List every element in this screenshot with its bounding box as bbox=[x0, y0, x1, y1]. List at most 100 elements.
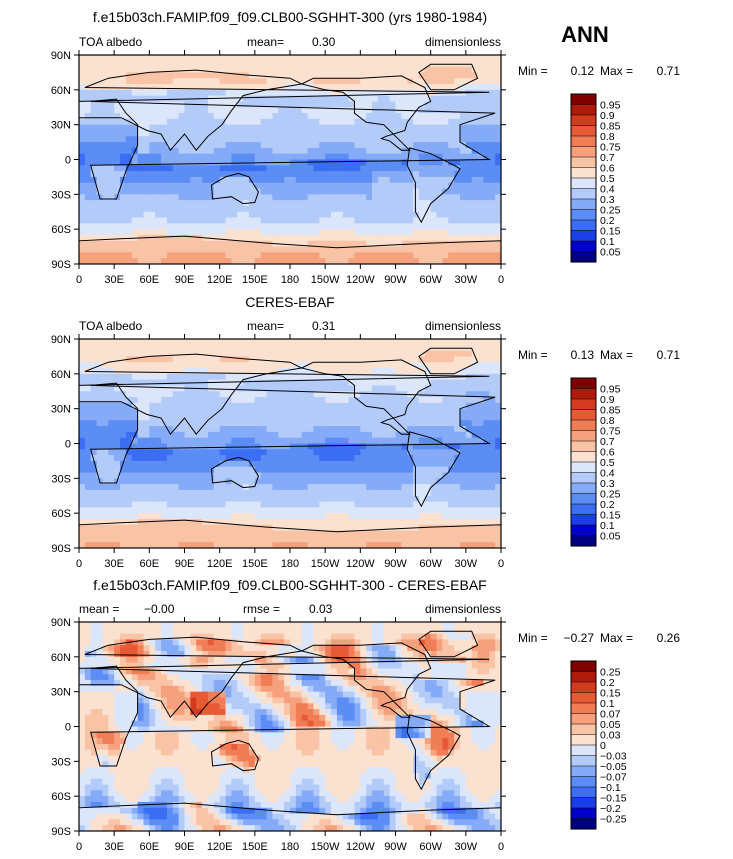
heatmap-cell bbox=[477, 171, 484, 178]
heatmap-cell bbox=[231, 258, 238, 265]
heatmap-cell bbox=[395, 240, 402, 247]
heatmap-cell bbox=[225, 402, 232, 410]
heatmap-cell bbox=[155, 507, 162, 514]
heatmap-cell bbox=[295, 124, 303, 131]
heatmap-cell bbox=[348, 66, 355, 73]
heatmap-cell bbox=[407, 258, 414, 265]
heatmap-cell bbox=[395, 455, 402, 462]
heatmap-cell bbox=[295, 84, 303, 91]
heatmap-cell bbox=[96, 223, 103, 230]
heatmap-cell bbox=[407, 484, 414, 491]
heatmap-cell bbox=[254, 246, 262, 253]
heatmap-cell bbox=[366, 344, 373, 352]
heatmap-cell bbox=[413, 182, 420, 189]
heatmap-cell bbox=[243, 408, 250, 415]
heatmap-cell bbox=[418, 368, 426, 375]
heatmap-cell bbox=[290, 107, 297, 114]
heatmap-cell bbox=[207, 478, 215, 485]
heatmap-cell bbox=[137, 101, 144, 108]
heatmap-cell bbox=[372, 113, 379, 120]
heatmap-cell bbox=[102, 113, 109, 120]
x-tick-label: 120E bbox=[207, 274, 233, 286]
heatmap-cell bbox=[120, 455, 127, 462]
heatmap-cell bbox=[225, 484, 232, 491]
heatmap-cell bbox=[254, 240, 262, 247]
heatmap-cell bbox=[436, 420, 443, 427]
heatmap-cell bbox=[348, 484, 355, 491]
heatmap-cell bbox=[348, 518, 355, 526]
heatmap-cell bbox=[489, 147, 496, 155]
heatmap-cell bbox=[202, 78, 209, 85]
heatmap-cell bbox=[243, 426, 250, 433]
heatmap-cell bbox=[254, 60, 262, 68]
heatmap-cell bbox=[254, 391, 262, 398]
heatmap-cell bbox=[342, 240, 350, 247]
heatmap-cell bbox=[436, 397, 443, 404]
heatmap-cell bbox=[290, 200, 297, 207]
heatmap-cell bbox=[219, 176, 226, 184]
heatmap-cell bbox=[125, 246, 133, 253]
heatmap-cell bbox=[401, 246, 408, 253]
heatmap-cell bbox=[248, 78, 256, 85]
heatmap-cell bbox=[278, 252, 285, 259]
heatmap-cell bbox=[231, 205, 238, 213]
colorbar-swatch bbox=[570, 104, 597, 116]
heatmap-cell bbox=[413, 101, 420, 108]
heatmap-cell bbox=[231, 449, 238, 456]
heatmap-cell bbox=[336, 408, 344, 415]
heatmap-cell bbox=[471, 339, 478, 346]
heatmap-cell bbox=[196, 350, 203, 357]
heatmap-cell bbox=[79, 240, 86, 247]
heatmap-cell bbox=[413, 443, 420, 450]
heatmap-cell bbox=[190, 234, 197, 242]
heatmap-cell bbox=[120, 72, 127, 79]
heatmap-cell bbox=[284, 397, 291, 404]
heatmap-cell bbox=[260, 95, 267, 102]
heatmap-cell bbox=[190, 431, 197, 439]
variable-label: TOA albedo bbox=[79, 319, 142, 333]
heatmap-cell bbox=[79, 229, 86, 236]
heatmap-cell bbox=[237, 495, 244, 502]
heatmap-cell bbox=[178, 489, 185, 497]
heatmap-cell bbox=[260, 142, 267, 149]
heatmap-cell bbox=[389, 408, 396, 415]
heatmap-cell bbox=[477, 118, 484, 126]
heatmap-cell bbox=[290, 217, 297, 224]
heatmap-cell bbox=[348, 118, 355, 126]
heatmap-cell bbox=[424, 240, 432, 247]
heatmap-cell bbox=[331, 107, 338, 114]
heatmap-cell bbox=[260, 211, 267, 218]
heatmap-cell bbox=[225, 165, 232, 172]
heatmap-cell bbox=[483, 153, 490, 160]
heatmap-cell bbox=[489, 420, 496, 427]
heatmap-cell bbox=[196, 408, 203, 415]
heatmap-cell bbox=[331, 373, 338, 381]
heatmap-cell bbox=[377, 420, 385, 427]
heatmap-cell bbox=[149, 513, 156, 520]
heatmap-cell bbox=[336, 385, 344, 392]
heatmap-cell bbox=[459, 72, 467, 79]
heatmap-cell bbox=[266, 95, 273, 102]
heatmap-cell bbox=[483, 460, 490, 468]
heatmap-cell bbox=[155, 136, 162, 143]
heatmap-cell bbox=[102, 431, 109, 439]
heatmap-cell bbox=[430, 472, 437, 479]
heatmap-cell bbox=[495, 472, 502, 479]
heatmap-cell bbox=[190, 449, 197, 456]
heatmap-cell bbox=[120, 188, 127, 195]
heatmap-cell bbox=[155, 455, 162, 462]
heatmap-cell bbox=[272, 55, 279, 62]
heatmap-cell bbox=[383, 252, 391, 259]
heatmap-cell bbox=[254, 379, 262, 386]
heatmap-cell bbox=[84, 518, 92, 526]
heatmap-cell bbox=[125, 414, 133, 421]
heatmap-cell bbox=[225, 443, 232, 450]
heatmap-cell bbox=[383, 431, 391, 439]
heatmap-cell bbox=[395, 501, 402, 508]
heatmap-cell bbox=[424, 373, 432, 381]
heatmap-cell bbox=[207, 205, 215, 213]
heatmap-cell bbox=[231, 176, 238, 184]
heatmap-cell bbox=[454, 356, 461, 363]
mean-value: 0.30 bbox=[312, 35, 336, 49]
heatmap-cell bbox=[237, 484, 244, 491]
